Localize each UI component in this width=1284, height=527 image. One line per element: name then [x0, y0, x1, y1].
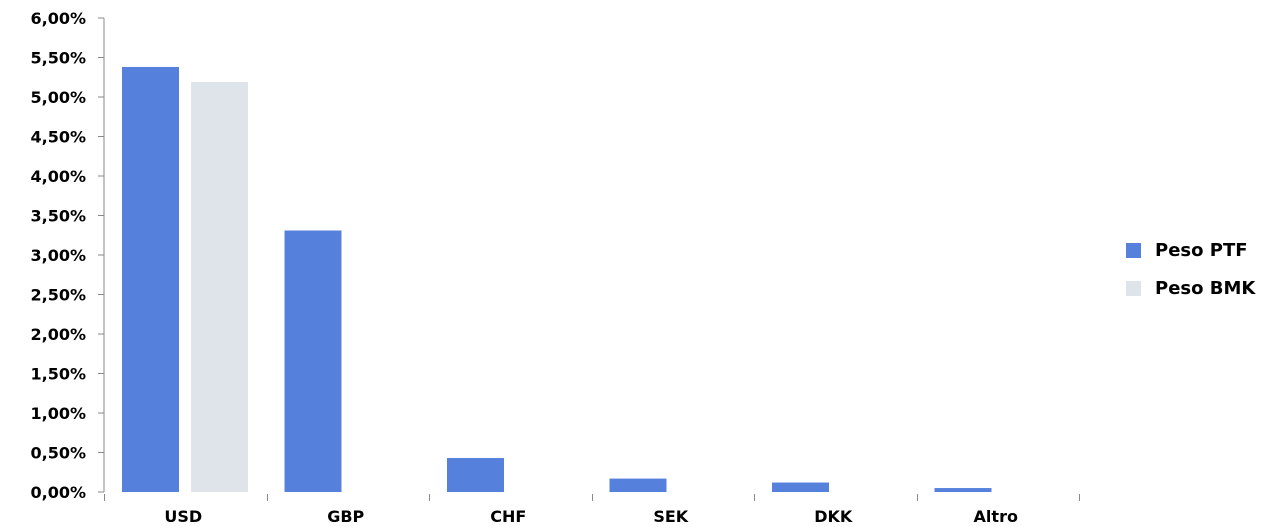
y-tick-label: 3,00% [30, 246, 86, 265]
legend: Peso PTF Peso BMK [1126, 236, 1255, 312]
legend-label-peso-ptf: Peso PTF [1155, 239, 1248, 261]
y-tick-label: 2,50% [30, 286, 86, 305]
legend-label-peso-bmk: Peso BMK [1155, 277, 1256, 299]
legend-swatch-peso-bmk [1126, 280, 1141, 296]
bars [122, 66, 992, 493]
y-tick-label: 3,50% [30, 207, 86, 226]
y-tick-label: 5,50% [30, 49, 86, 68]
y-tick-label: 5,00% [30, 88, 86, 107]
x-tick-label-usd: USD [164, 507, 202, 526]
y-tick-label: 2,00% [30, 325, 86, 344]
legend-item-peso-ptf: Peso PTF [1126, 236, 1255, 264]
x-tick-label-dkk: DKK [814, 507, 853, 526]
bar-peso-ptf-altro [934, 488, 992, 492]
bar-peso-ptf-chf [447, 458, 504, 492]
x-tick-label-altro: Altro [974, 507, 1018, 526]
bar-peso-ptf-gbp [284, 230, 342, 492]
y-tick-label: 1,00% [30, 404, 86, 423]
y-tick-label: 4,00% [30, 167, 86, 186]
y-tick-label: 0,00% [30, 483, 86, 502]
x-tick-label-chf: CHF [490, 507, 526, 526]
y-axis: 0,00% 0,50% 1,00% 1,50% 2,00% 2,50% 3,00% 3,50%… [30, 9, 105, 502]
legend-item-peso-bmk: Peso BMK [1126, 274, 1255, 302]
y-tick-label: 0,50% [30, 444, 86, 463]
bar-peso-ptf-dkk [772, 482, 829, 492]
y-tick-label: 6,00% [30, 9, 86, 28]
legend-swatch-peso-ptf [1126, 242, 1141, 258]
bar-peso-bmk-usd [191, 81, 248, 493]
x-tick-label-sek: SEK [653, 507, 688, 526]
bar-peso-ptf-sek [609, 478, 667, 492]
y-tick-label: 4,50% [30, 128, 86, 147]
bar-peso-ptf-usd [122, 66, 179, 492]
y-tick-label: 1,50% [30, 365, 86, 384]
x-axis: USD GBP CHF SEK DKK Altro [104, 494, 1080, 526]
x-tick-label-gbp: GBP [327, 507, 364, 526]
